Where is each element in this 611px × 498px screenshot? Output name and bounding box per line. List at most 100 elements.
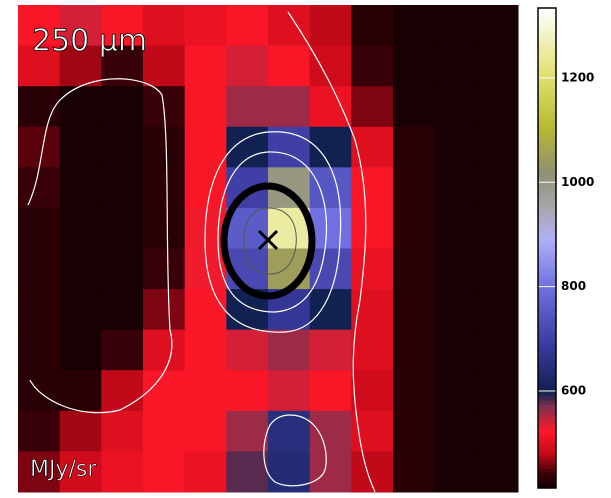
heatmap-cell [101,45,144,87]
heatmap-cell [351,86,394,128]
colorbar-swatch [538,300,556,305]
heatmap-cell [434,410,477,452]
colorbar-swatch [538,416,556,421]
colorbar-swatch [538,52,556,57]
heatmap-cell [434,207,477,249]
colorbar-swatch [538,40,556,45]
colorbar-swatch [538,124,556,129]
heatmap-cell [268,370,311,412]
heatmap-cell [309,289,352,331]
heatmap-cell [309,5,352,47]
colorbar-swatch [538,440,556,445]
colorbar-swatch [538,280,556,285]
colorbar-swatch [538,132,556,137]
heatmap-cell [143,167,186,209]
heatmap-cell [101,167,144,209]
heatmap-cell [184,86,227,128]
colorbar-swatch [538,360,556,365]
colorbar-swatch [538,188,556,193]
colorbar-swatch [538,384,556,389]
colorbar-swatch [538,356,556,361]
heatmap-cell [393,45,436,87]
colorbar-tick-label: 1000 [561,175,594,189]
heatmap-cell [476,248,519,290]
heatmap-cell [434,5,477,47]
heatmap-cell [351,45,394,87]
heatmap-cell [226,86,269,128]
heatmap-cell [226,410,269,452]
colorbar-swatch [538,164,556,169]
contour [287,11,376,493]
colorbar-swatch [538,448,556,453]
source-ellipse [220,182,316,300]
heatmap-cell [18,329,61,371]
heatmap-cell [309,45,352,87]
heatmap-cell [59,289,102,331]
colorbar-swatch [538,476,556,481]
heatmap-cell [184,167,227,209]
colorbar-swatch [538,84,556,89]
heatmap-cell [351,329,394,371]
colorbar-frame [537,7,557,489]
colorbar-swatch [538,328,556,333]
heatmap-cell [184,45,227,87]
heatmap-cell [184,126,227,168]
heatmap-cell [351,126,394,168]
colorbar-swatch [538,200,556,205]
colorbar-swatch [538,72,556,77]
heatmap-cell [393,126,436,168]
heatmap-cell [18,207,61,249]
heatmap-cell [143,45,186,87]
colorbar-swatch [538,364,556,369]
colorbar-swatch [538,348,556,353]
colorbar-swatch [538,428,556,433]
heatmap-cell [434,86,477,128]
heatmap-cell [309,410,352,452]
colorbar-swatch [538,68,556,73]
heatmap-cell [434,329,477,371]
heatmap-cell [476,86,519,128]
colorbar-swatch [538,36,556,41]
colorbar-swatch [538,216,556,221]
colorbar-swatch [538,44,556,49]
colorbar-swatch [538,420,556,425]
heatmap-cell [434,289,477,331]
colorbar-swatch [538,268,556,273]
colorbar-swatch [538,340,556,345]
heatmap-cell [18,451,61,493]
colorbar-swatch [538,408,556,413]
heatmap-cell [101,451,144,493]
colorbar-swatch [538,64,556,69]
heatmap-cell [226,5,269,47]
heatmap-cell [226,329,269,371]
heatmap-cell [59,248,102,290]
heatmap-cell [434,45,477,87]
heatmap-cell [476,45,519,87]
heatmap-cell [393,167,436,209]
colorbar-swatch [538,264,556,269]
colorbar-swatch [538,352,556,357]
colorbar-swatch [538,312,556,317]
heatmap-cell [18,86,61,128]
contour [204,131,342,333]
colorbar-swatch [538,236,556,241]
heatmap-cell [143,126,186,168]
colorbar-swatch [538,228,556,233]
colorbar-swatch [538,424,556,429]
colorbar-swatch [538,128,556,133]
colorbar-swatch [538,212,556,217]
heatmap-cell [143,410,186,452]
colorbar-swatch [538,192,556,197]
heatmap-cell [101,5,144,47]
contours-dark [243,207,297,275]
heatmap-cell [101,289,144,331]
colorbar-swatch [538,92,556,97]
colorbar-swatch [538,296,556,301]
colorbar-swatch [538,336,556,341]
heatmap-cell [59,45,102,87]
heatmap-cell [393,410,436,452]
heatmap-cell [226,451,269,493]
colorbar-swatch [538,460,556,465]
heatmap-cell [184,289,227,331]
